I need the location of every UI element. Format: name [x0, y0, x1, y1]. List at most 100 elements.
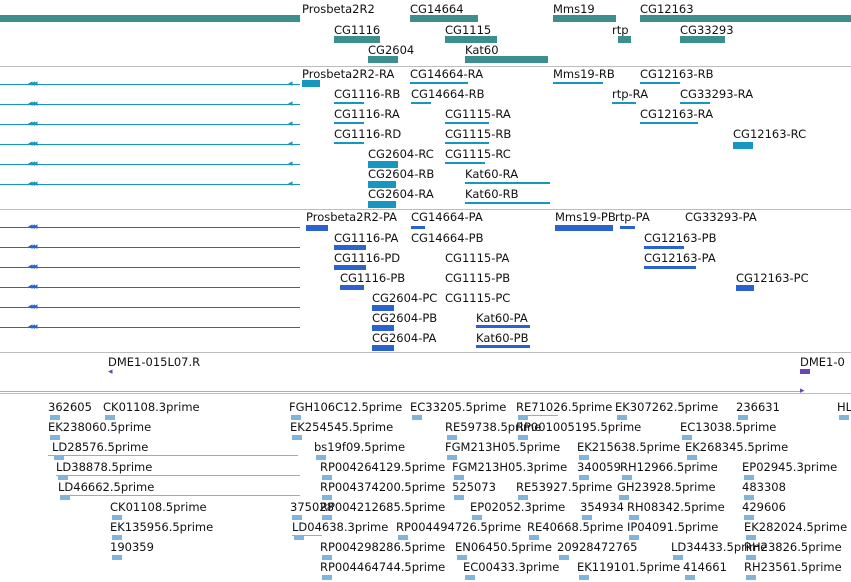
est-label[interactable]: RP004464744.5prime [320, 560, 446, 574]
est-label[interactable]: 429606 [742, 500, 786, 514]
est-label[interactable]: RP001005195.5prime [516, 420, 642, 434]
est-label[interactable]: HL [837, 400, 851, 414]
est-label[interactable]: EK268345.5prime [685, 440, 789, 454]
est-label[interactable]: bs19f09.5prime [314, 440, 406, 454]
est-label[interactable]: EK254545.5prime [290, 420, 394, 434]
est-label[interactable]: LD04638.3prime [292, 520, 389, 534]
est-feature[interactable] [112, 535, 122, 540]
gene-label[interactable]: CG2604 [368, 43, 415, 57]
protein-line[interactable] [0, 327, 300, 328]
protein-exon[interactable] [340, 285, 364, 290]
est-feature[interactable] [447, 435, 457, 440]
est-label[interactable]: 20928472765 [557, 540, 638, 554]
est-feature[interactable] [291, 415, 301, 420]
protein-exon[interactable] [555, 225, 613, 231]
transcript-line[interactable] [445, 122, 489, 124]
est-feature[interactable] [682, 435, 692, 440]
est-label[interactable]: EK135956.5prime [110, 520, 214, 534]
gene-label[interactable]: CG33293 [680, 23, 734, 37]
gene-bar[interactable] [410, 15, 478, 22]
transcript-label[interactable]: Kat60-RA [465, 167, 519, 181]
est-label[interactable]: 375028 [290, 500, 334, 514]
est-feature[interactable] [322, 575, 332, 580]
est-label[interactable]: EK119101.5prime [577, 560, 681, 574]
est-span[interactable] [292, 535, 322, 536]
protein-exon[interactable] [334, 265, 366, 270]
est-feature[interactable] [472, 515, 482, 520]
est-feature[interactable] [316, 455, 326, 460]
protein-line[interactable] [476, 345, 530, 348]
transcript-label[interactable]: CG12163-RC [733, 127, 807, 141]
transcript-exon[interactable]: ◂◂◂ [28, 159, 37, 169]
est-feature[interactable] [294, 535, 304, 540]
est-feature[interactable] [746, 575, 756, 580]
est-label[interactable]: EK238060.5prime [48, 420, 152, 434]
gene-bar[interactable] [465, 56, 548, 63]
est-feature[interactable] [447, 455, 457, 460]
est-label[interactable]: EK215638.5prime [577, 440, 681, 454]
est-label[interactable]: FGM213H05.3prime [452, 460, 568, 474]
est-label[interactable]: FGH106C12.5prime [289, 400, 403, 414]
gene-label[interactable]: CG12163 [640, 2, 694, 16]
est-span[interactable] [60, 495, 300, 496]
est-feature[interactable] [322, 475, 332, 480]
protein-exon[interactable]: ◂◂◂ [28, 302, 37, 312]
transcript-label[interactable]: CG2604-RB [368, 167, 435, 181]
protein-line[interactable] [476, 325, 530, 328]
transcript-exon[interactable] [368, 161, 398, 168]
est-label[interactable]: RP004212685.5prime [320, 500, 446, 514]
est-feature[interactable] [518, 415, 528, 420]
est-label[interactable]: GH23928.5prime [617, 480, 716, 494]
gene-label[interactable]: Mms19 [553, 2, 595, 16]
transcript-line[interactable] [465, 202, 550, 204]
clone-marker[interactable] [800, 369, 810, 374]
est-feature[interactable] [746, 535, 756, 540]
protein-line[interactable] [0, 267, 300, 268]
est-label[interactable]: RE71026.5prime [516, 400, 613, 414]
est-label[interactable]: RH23826.5prime [744, 540, 842, 554]
est-feature[interactable] [112, 515, 122, 520]
est-label[interactable]: RP004374200.5prime [320, 480, 446, 494]
protein-exon[interactable] [306, 225, 328, 231]
protein-label[interactable]: CG1115-PA [445, 251, 510, 265]
transcript-label[interactable]: CG1115-RC [445, 147, 511, 161]
est-feature[interactable] [629, 515, 639, 520]
protein-label[interactable]: CG12163-PC [736, 271, 809, 285]
est-feature[interactable] [685, 575, 695, 580]
gene-bar[interactable] [334, 36, 380, 43]
transcript-label[interactable]: CG33293-RA [680, 87, 754, 101]
est-label[interactable]: RH23561.5prime [744, 560, 842, 574]
est-label[interactable]: 525073 [452, 480, 496, 494]
est-label[interactable]: EN06450.5prime [455, 540, 552, 554]
gene-bar[interactable] [445, 36, 497, 43]
protein-label[interactable]: CG1115-PC [445, 291, 511, 305]
gene-label[interactable]: CG1115 [445, 23, 492, 37]
protein-label[interactable]: CG2604-PA [372, 331, 437, 345]
transcript-exon[interactable]: ◂ [288, 119, 292, 129]
transcript-line[interactable] [334, 102, 364, 104]
transcript-exon[interactable]: ◂ [288, 79, 292, 89]
transcript-label[interactable]: CG2604-RA [368, 187, 434, 201]
est-feature[interactable] [687, 455, 697, 460]
est-label[interactable]: RP004264129.5prime [320, 460, 446, 474]
est-feature[interactable] [322, 515, 332, 520]
transcript-label[interactable]: Mms19-RB [553, 67, 615, 81]
transcript-line[interactable] [640, 82, 680, 84]
est-feature[interactable] [673, 555, 683, 560]
transcript-exon[interactable]: ◂ [288, 159, 292, 169]
gene-label[interactable]: Kat60 [465, 43, 499, 57]
est-label[interactable]: 190359 [110, 540, 154, 554]
est-feature[interactable] [579, 455, 589, 460]
est-label[interactable]: RP004298286.5prime [320, 540, 446, 554]
transcript-label[interactable]: CG2604-RC [368, 147, 434, 161]
clone-marker[interactable]: ◂ [108, 367, 112, 377]
gene-bar[interactable] [618, 36, 631, 43]
transcript-line[interactable] [334, 122, 364, 124]
transcript-line[interactable] [465, 182, 550, 184]
est-feature[interactable] [744, 515, 754, 520]
est-feature[interactable] [292, 515, 302, 520]
est-feature[interactable] [60, 495, 70, 500]
transcript-label[interactable]: CG14664-RB [411, 87, 485, 101]
protein-label[interactable]: CG1116-PA [334, 231, 399, 245]
protein-exon[interactable]: ◂◂◂ [28, 242, 37, 252]
